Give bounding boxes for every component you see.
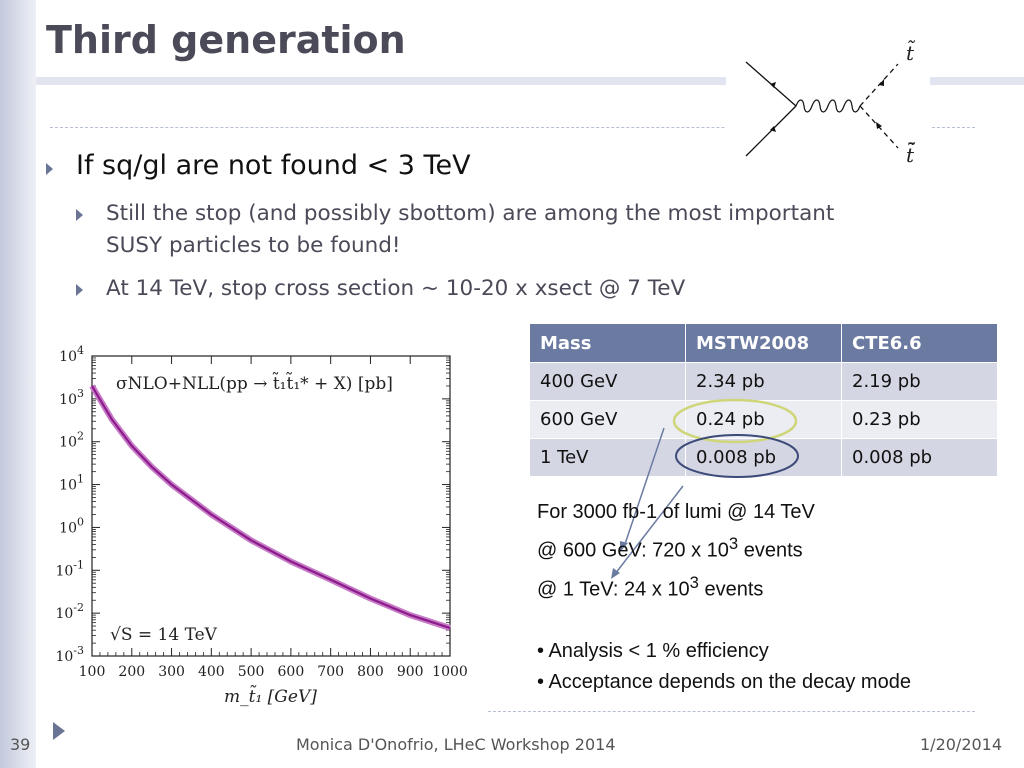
notes-spacer bbox=[537, 605, 911, 636]
arrow-icon bbox=[770, 126, 776, 132]
y-tick-label: 101 bbox=[59, 473, 84, 494]
y-tick-label: 102 bbox=[59, 430, 84, 451]
table-row: 600 GeV 0.24 pb 0.23 pb bbox=[529, 400, 998, 439]
sub-bullet: At 14 TeV, stop cross section ~ 10-20 x … bbox=[76, 273, 866, 305]
arrow-icon bbox=[876, 122, 882, 129]
notes-text: events bbox=[698, 578, 764, 601]
cross-section-table: Mass MSTW2008 CTE6.6 400 GeV 2.34 pb 2.1… bbox=[529, 323, 998, 477]
notes-text: events bbox=[738, 539, 803, 562]
annotation-arrow bbox=[623, 427, 665, 548]
arrow-head-icon bbox=[611, 568, 620, 579]
table-cell: 1 TeV bbox=[529, 438, 686, 477]
notes-bullet: • Analysis < 1 % efficiency bbox=[537, 640, 769, 663]
y-tick-label: 104 bbox=[59, 344, 84, 365]
arrow-head-icon bbox=[620, 541, 628, 552]
table-header-row: Mass MSTW2008 CTE6.6 bbox=[529, 323, 998, 363]
table-cell: 0.008 pb bbox=[841, 438, 998, 477]
energy-annotation: √S = 14 TeV bbox=[110, 625, 218, 645]
sub-bullet-text: Still the stop (and possibly sbottom) ar… bbox=[106, 201, 835, 258]
arrow-icon bbox=[879, 79, 884, 86]
x-tick-label: 200 bbox=[118, 664, 145, 680]
table-cell: 400 GeV bbox=[529, 362, 686, 401]
x-tick-label: 400 bbox=[198, 664, 225, 680]
y-tick-label: 10-3 bbox=[55, 644, 84, 665]
table-cell: 2.34 pb bbox=[685, 362, 842, 401]
y-tick-label: 10-2 bbox=[55, 601, 84, 622]
sub-bullet: Still the stop (and possibly sbottom) ar… bbox=[76, 198, 866, 262]
notes-text: @ 600 GeV: 720 x 10 bbox=[537, 539, 729, 562]
arrow-icon bbox=[770, 82, 776, 88]
stop-label: t̃ bbox=[906, 39, 916, 65]
column-header-cte66: CTE6.6 bbox=[841, 323, 998, 363]
page-number: 39 bbox=[10, 735, 31, 754]
bullet-arrow-icon bbox=[76, 209, 83, 221]
highlight-circle-navy bbox=[675, 434, 799, 478]
notes-exponent: 3 bbox=[728, 534, 739, 553]
x-axis-label: m_t̃₁ [GeV] bbox=[224, 685, 317, 707]
chart-title: σNLO+NLL(pp → t̃₁t̃₁* + X) [pb] bbox=[116, 372, 393, 394]
bullet-arrow-icon bbox=[76, 284, 83, 296]
x-tick-label: 300 bbox=[158, 664, 185, 680]
notes-exponent: 3 bbox=[689, 572, 699, 592]
dashed-separator-bottom bbox=[488, 711, 975, 712]
antistop-label: t̃̄ bbox=[906, 141, 916, 167]
table-row: 400 GeV 2.34 pb 2.19 pb bbox=[529, 362, 998, 401]
feynman-diagram: t̃ t̃̄ bbox=[726, 30, 930, 170]
title-rule bbox=[36, 77, 726, 85]
x-tick-label: 100 bbox=[79, 664, 106, 680]
highlight-circle-green bbox=[672, 398, 798, 444]
x-tick-label: 800 bbox=[357, 664, 384, 680]
footer-author: Monica D'Onofrio, LHeC Workshop 2014 bbox=[296, 735, 616, 754]
table-row: 1 TeV 0.008 pb 0.008 pb bbox=[529, 438, 998, 477]
column-header-mstw2008: MSTW2008 bbox=[685, 323, 842, 363]
table-cell: 0.008 pb bbox=[685, 438, 842, 477]
title-rule-right bbox=[930, 77, 1024, 85]
gluon-propagator bbox=[795, 99, 861, 113]
left-decor-band bbox=[0, 0, 36, 768]
incoming-quark-line-bottom bbox=[745, 105, 797, 157]
y-tick-label: 103 bbox=[59, 387, 84, 408]
plot-frame bbox=[91, 355, 451, 657]
cross-section-curve bbox=[91, 385, 451, 630]
x-tick-label: 700 bbox=[317, 664, 344, 680]
column-header-mass: Mass bbox=[529, 323, 686, 363]
sub-bullet-text: At 14 TeV, stop cross section ~ 10-20 x … bbox=[106, 276, 686, 301]
x-tick-label: 1000 bbox=[432, 664, 468, 680]
notes-600gev-line: @ 600 GeV: 720 x 103 events bbox=[537, 528, 911, 567]
notes-text: @ 1 TeV: 24 x 10 bbox=[537, 578, 690, 601]
slide-nav-arrow-icon[interactable] bbox=[53, 722, 65, 740]
notes-1tev-line: @ 1 TeV: 24 x 103 events bbox=[537, 567, 911, 606]
table-cell: 600 GeV bbox=[529, 400, 686, 439]
notes-lumi-line: For 3000 fb-1 of lumi @ 14 TeV bbox=[537, 501, 815, 523]
bullet-main-text: If sq/gl are not found < 3 TeV bbox=[76, 150, 471, 181]
table-cell: 0.23 pb bbox=[841, 400, 998, 439]
dashed-separator-top bbox=[50, 127, 975, 128]
bullet-arrow-icon bbox=[46, 163, 53, 175]
x-tick-label: 600 bbox=[278, 664, 305, 680]
slide-title: Third generation bbox=[46, 18, 406, 62]
y-tick-label: 10-1 bbox=[55, 558, 84, 579]
notes-bullet: • Acceptance depends on the decay mode bbox=[537, 671, 911, 694]
x-tick-label: 500 bbox=[238, 664, 265, 680]
y-tick-label: 100 bbox=[59, 515, 84, 536]
table-cell: 2.19 pb bbox=[841, 362, 998, 401]
x-tick-label: 900 bbox=[397, 664, 424, 680]
annotation-arrow bbox=[614, 485, 684, 575]
footer-date: 1/20/2014 bbox=[920, 735, 1003, 754]
event-notes: For 3000 fb-1 of lumi @ 14 TeV @ 600 GeV… bbox=[537, 497, 911, 698]
bullet-main: If sq/gl are not found < 3 TeV bbox=[46, 150, 471, 181]
